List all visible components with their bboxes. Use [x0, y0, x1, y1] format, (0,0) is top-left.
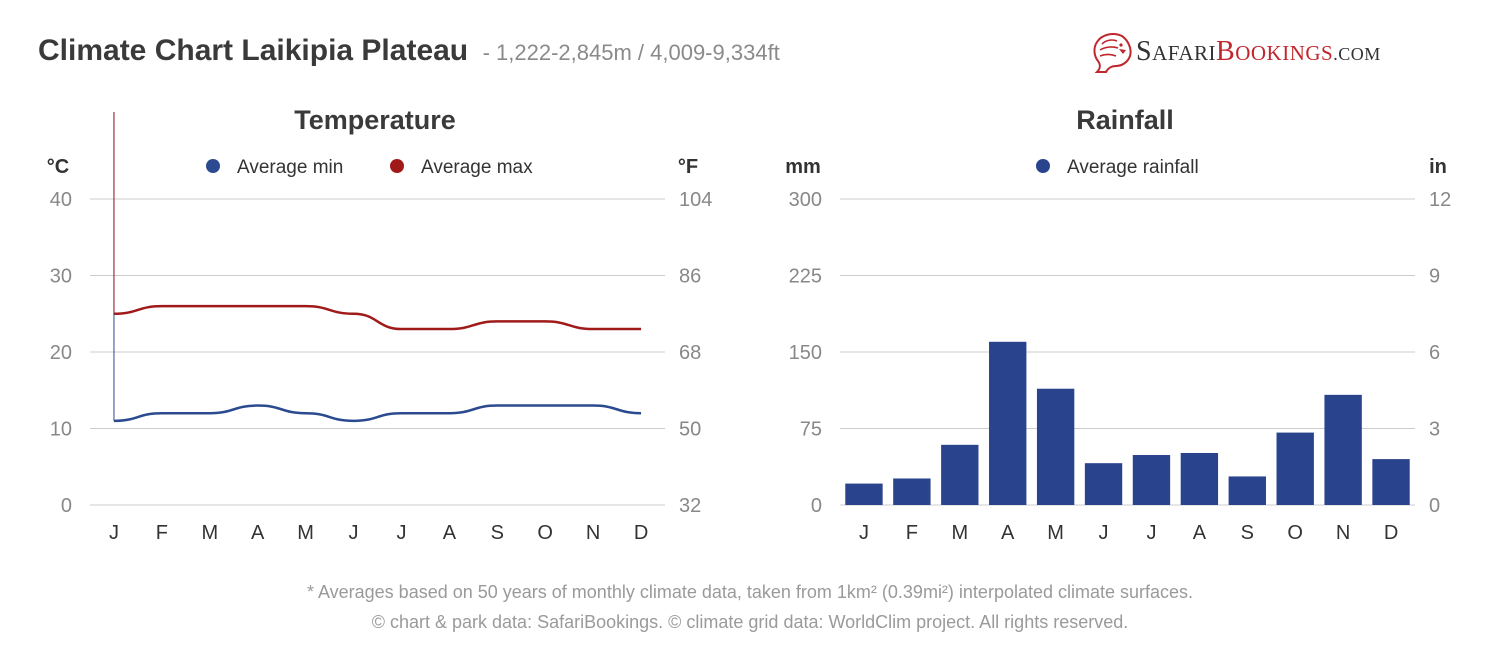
- rain-right-tick-label: 3: [1429, 419, 1440, 441]
- temp-left-tick-label: 10: [50, 419, 72, 441]
- temperature-chart: Temperature °C °F Average min Average ma…: [47, 105, 713, 544]
- rain-left-tick-label: 225: [789, 266, 822, 288]
- legend-label-avg-min: Average min: [237, 157, 343, 178]
- rainfall-gridlines: [840, 198, 1415, 506]
- rainfall-left-unit: mm: [785, 156, 821, 178]
- series-line-avg-max: [113, 304, 642, 331]
- rainfall-bar: [1084, 463, 1123, 505]
- rainfall-bars: [845, 341, 1410, 505]
- rainfall-bar: [1180, 452, 1219, 505]
- legend-marker-avg-min: [206, 159, 220, 173]
- rain-month-label: J: [859, 522, 869, 544]
- rain-month-label: A: [1001, 522, 1015, 544]
- temperature-series: [113, 112, 642, 423]
- temp-right-tick-label: 86: [679, 266, 701, 288]
- chart-header: Climate Chart Laikipia Plateau - 1,222-2…: [38, 34, 780, 68]
- temp-month-label: M: [297, 522, 314, 544]
- temperature-gridlines: [90, 198, 665, 506]
- rain-month-label: M: [1047, 522, 1064, 544]
- rain-month-label: D: [1384, 522, 1398, 544]
- temp-right-tick-label: 104: [679, 189, 712, 211]
- temp-month-label: N: [586, 522, 600, 544]
- temp-month-label: M: [201, 522, 218, 544]
- rainfall-bar: [1276, 432, 1314, 505]
- rainfall-bar: [1372, 459, 1410, 505]
- rainfall-bar: [1228, 476, 1266, 505]
- rain-month-label: S: [1241, 522, 1254, 544]
- temperature-right-unit: °F: [678, 156, 698, 178]
- temp-month-label: A: [443, 522, 457, 544]
- rain-right-tick-label: 12: [1429, 189, 1451, 211]
- rainfall-bar: [845, 483, 883, 505]
- temp-month-label: D: [634, 522, 648, 544]
- temperature-legend: Average min Average max: [206, 157, 533, 178]
- rain-left-tick-label: 0: [811, 495, 822, 517]
- legend-label-avg-max: Average max: [421, 157, 533, 178]
- rainfall-left-axis: 0 75 150 225 300: [789, 189, 822, 517]
- rain-left-tick-label: 150: [789, 342, 822, 364]
- rainfall-bar: [989, 341, 1027, 505]
- safaribookings-logo[interactable]: SAFARIBOOKINGS.COM: [1088, 30, 1381, 74]
- temp-right-tick-label: 68: [679, 342, 701, 364]
- climate-charts: Temperature °C °F Average min Average ma…: [47, 105, 1451, 544]
- temp-left-tick-label: 30: [50, 266, 72, 288]
- temperature-title: Temperature: [294, 105, 456, 135]
- rain-month-label: M: [951, 522, 968, 544]
- rainfall-bar: [1324, 394, 1362, 505]
- rainfall-chart: Rainfall mm in Average rainfall 0 75 150 22…: [785, 105, 1451, 544]
- temp-month-label: J: [396, 522, 406, 544]
- rain-right-tick-label: 0: [1429, 495, 1440, 517]
- temp-left-tick-label: 0: [61, 495, 72, 517]
- temp-month-label: J: [349, 522, 359, 544]
- rainfall-title: Rainfall: [1076, 105, 1174, 135]
- temperature-right-axis: 32 50 68 86 104: [679, 189, 712, 517]
- rainfall-bar: [941, 444, 979, 505]
- rainfall-bar: [893, 478, 931, 505]
- temp-month-label: A: [251, 522, 265, 544]
- rain-month-label: J: [1146, 522, 1156, 544]
- rainfall-bar: [1036, 388, 1075, 505]
- temperature-left-unit: °C: [47, 156, 69, 178]
- temp-left-tick-label: 20: [50, 342, 72, 364]
- rainfall-right-unit: in: [1429, 156, 1447, 178]
- legend-label-rainfall: Average rainfall: [1067, 157, 1199, 178]
- rainfall-legend: Average rainfall: [1036, 157, 1199, 178]
- rain-right-tick-label: 9: [1429, 266, 1440, 288]
- rain-month-label: J: [1099, 522, 1109, 544]
- temp-right-tick-label: 32: [679, 495, 701, 517]
- rainfall-bar: [1132, 455, 1171, 505]
- logo-wordmark: SAFARIBOOKINGS.COM: [1136, 36, 1381, 67]
- temp-right-tick-label: 50: [679, 419, 701, 441]
- legend-marker-avg-max: [390, 159, 404, 173]
- rainfall-right-axis: 0 3 6 9 12: [1429, 189, 1451, 517]
- page-title: Climate Chart Laikipia Plateau: [38, 34, 469, 67]
- rain-left-tick-label: 75: [800, 419, 822, 441]
- series-line-avg-min: [113, 404, 642, 423]
- temp-month-label: O: [537, 522, 553, 544]
- rain-month-label: A: [1193, 522, 1207, 544]
- temp-left-tick-label: 40: [50, 189, 72, 211]
- temp-month-label: S: [491, 522, 504, 544]
- footer-note: * Averages based on 50 years of monthly …: [306, 582, 1194, 602]
- temp-month-label: J: [109, 522, 119, 544]
- footer-credits: © chart & park data: SafariBookings. © c…: [371, 612, 1129, 632]
- rain-month-label: O: [1287, 522, 1303, 544]
- elevation-subtitle: - 1,222-2,845m / 4,009-9,334ft: [482, 40, 780, 65]
- rain-left-tick-label: 300: [789, 189, 822, 211]
- rain-month-label: N: [1336, 522, 1350, 544]
- temperature-left-axis: 0 10 20 30 40: [50, 189, 72, 517]
- lion-icon: [1093, 33, 1132, 73]
- rain-month-label: F: [906, 522, 918, 544]
- rain-right-tick-label: 6: [1429, 342, 1440, 364]
- temp-month-label: F: [156, 522, 168, 544]
- legend-marker-rainfall: [1036, 159, 1050, 173]
